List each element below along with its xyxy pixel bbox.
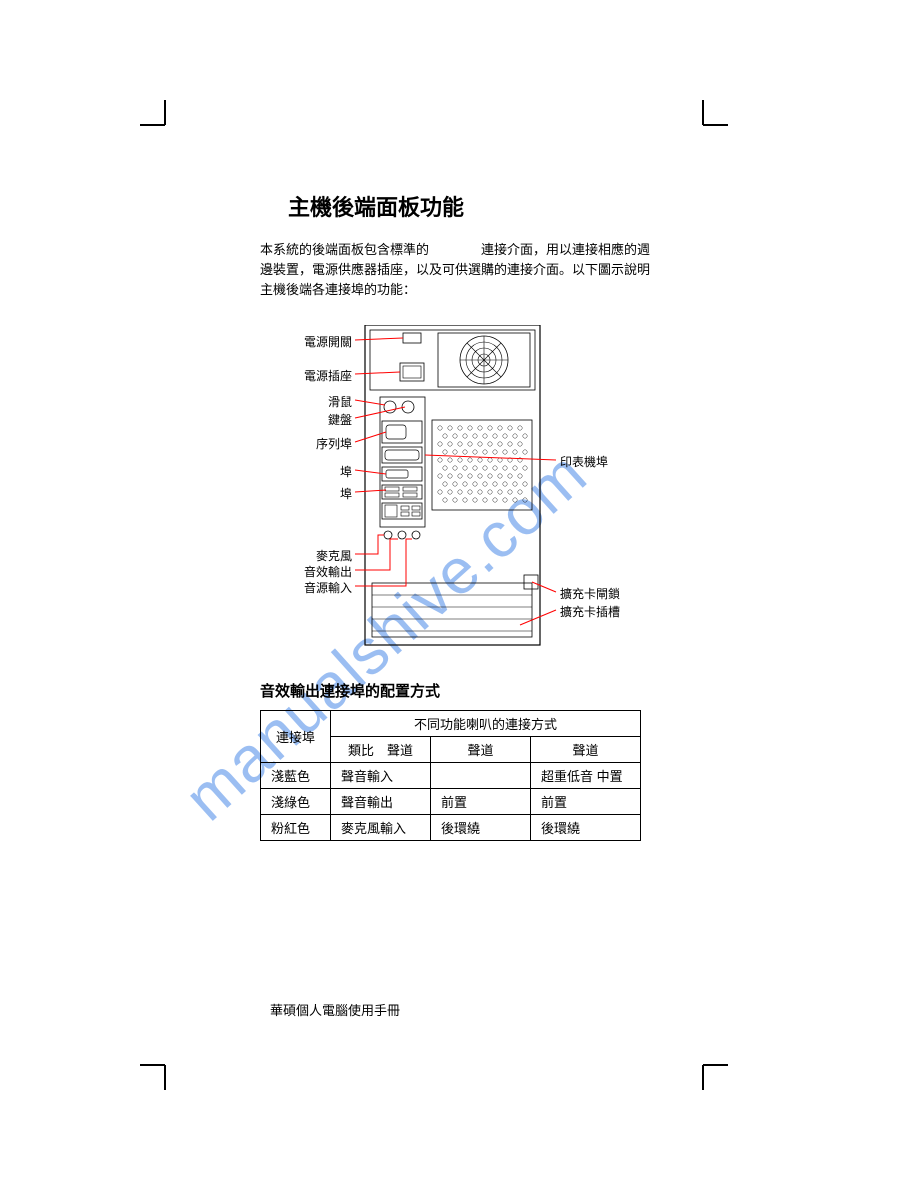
label-power-socket: 電源插座	[260, 367, 352, 384]
cell: 後環繞	[431, 815, 531, 841]
cell: 前置	[531, 789, 641, 815]
label-port-1: 埠	[260, 463, 352, 480]
cell-port: 粉紅色	[261, 815, 331, 841]
audio-section-title: 音效輸出連接埠的配置方式	[260, 680, 440, 701]
label-serial: 序列埠	[260, 435, 352, 452]
cell	[431, 763, 531, 789]
cell-port: 淺藍色	[261, 763, 331, 789]
cell-port: 淺綠色	[261, 789, 331, 815]
rear-panel-diagram: 電源開關 電源插座 滑鼠 鍵盤 序列埠 埠 埠 麥克風 音效輸出 音源輸入 印表…	[260, 325, 680, 650]
crop-mark-tl	[140, 100, 180, 140]
label-slot-latch: 擴充卡閘鎖	[560, 585, 620, 602]
audio-config-table: 連接埠 不同功能喇叭的連接方式 類比 聲道 聲道 聲道 淺藍色 聲音輸入 超重低…	[260, 710, 641, 841]
table-row: 淺綠色 聲音輸出 前置 前置	[261, 789, 641, 815]
cell: 後環繞	[531, 815, 641, 841]
cell: 超重低音 中置	[531, 763, 641, 789]
label-line-in: 音源輸入	[260, 579, 352, 596]
label-printer: 印表機埠	[560, 453, 608, 470]
th-span: 不同功能喇叭的連接方式	[331, 711, 641, 737]
label-mouse: 滑鼠	[260, 393, 352, 410]
label-slot: 擴充卡插槽	[560, 603, 620, 620]
th-col-0: 類比 聲道	[331, 737, 431, 763]
table-row: 粉紅色 麥克風輸入 後環繞 後環繞	[261, 815, 641, 841]
cell: 前置	[431, 789, 531, 815]
label-keyboard: 鍵盤	[260, 411, 352, 428]
footer-text: 華碩個人電腦使用手冊	[270, 1000, 400, 1019]
label-line-out: 音效輸出	[260, 563, 352, 580]
crop-mark-bl	[140, 1050, 180, 1090]
page-title: 主機後端面板功能	[288, 190, 660, 222]
label-mic: 麥克風	[260, 547, 352, 564]
crop-mark-br	[688, 1050, 728, 1090]
cell: 聲音輸出	[331, 789, 431, 815]
label-power-switch: 電源開關	[260, 333, 352, 350]
intro-paragraph: 本系統的後端面板包含標準的 連接介面，用以連接相應的週邊裝置，電源供應器插座，以…	[260, 240, 660, 300]
cell: 聲音輸入	[331, 763, 431, 789]
th-col-2: 聲道	[531, 737, 641, 763]
crop-mark-tr	[688, 100, 728, 140]
cell: 麥克風輸入	[331, 815, 431, 841]
table-row: 淺藍色 聲音輸入 超重低音 中置	[261, 763, 641, 789]
label-port-2: 埠	[260, 485, 352, 502]
th-port: 連接埠	[261, 711, 331, 763]
th-col-1: 聲道	[431, 737, 531, 763]
